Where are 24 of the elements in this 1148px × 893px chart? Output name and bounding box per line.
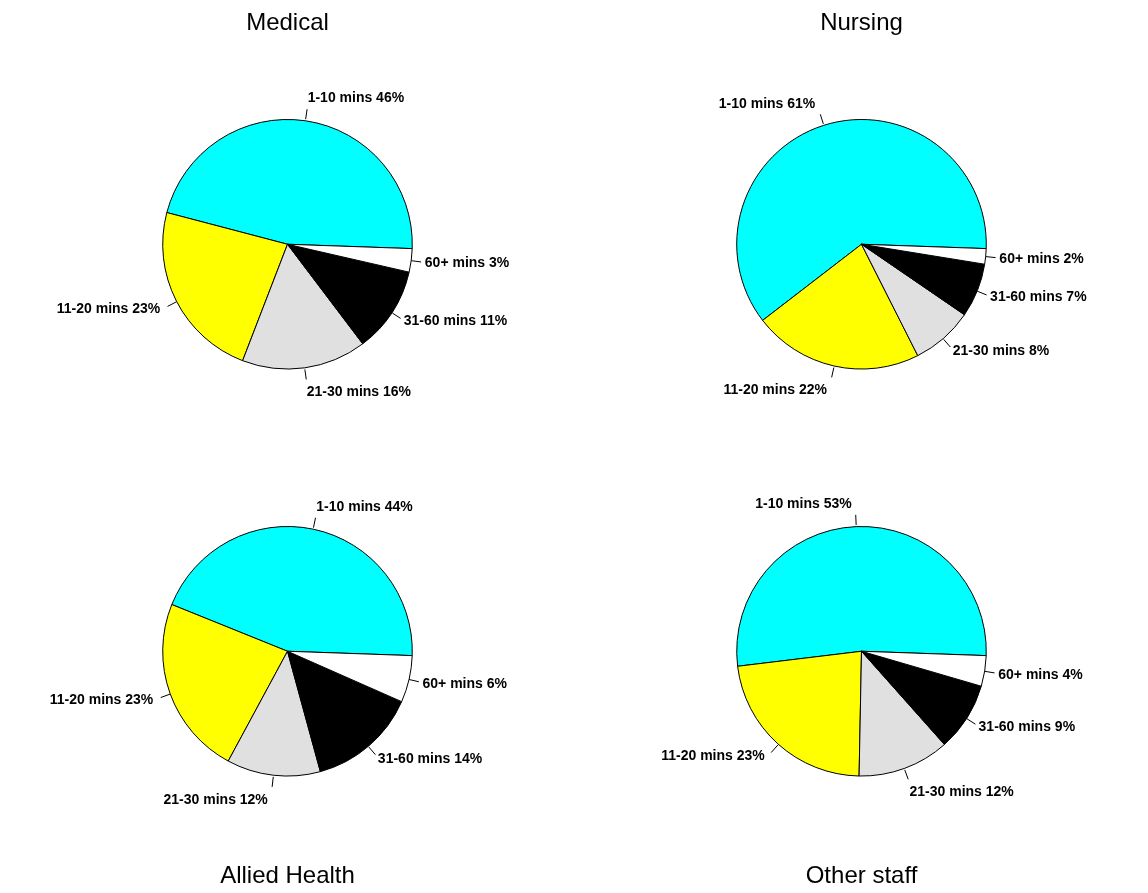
slice-label: 1-10 mins 44%	[316, 498, 414, 515]
chart-title: Medical	[246, 7, 329, 35]
slice-label: 31-60 mins 7%	[990, 288, 1088, 305]
slice-label: 21-30 mins 8%	[952, 341, 1050, 358]
slice-label: 60+ mins 2%	[999, 249, 1085, 266]
slice-label: 21-30 mins 12%	[163, 790, 269, 807]
slice-label: 31-60 mins 14%	[377, 749, 483, 766]
slice-label: 21-30 mins 12%	[909, 782, 1015, 799]
slice-label: 11-20 mins 23%	[56, 300, 161, 317]
slice-label: 1-10 mins 61%	[718, 94, 816, 111]
slice-label: 31-60 mins 11%	[403, 312, 508, 329]
chart-title: Nursing	[820, 7, 903, 35]
slice-label: 11-20 mins 23%	[49, 690, 154, 707]
slice-label: 1-10 mins 46%	[307, 89, 405, 106]
slice-label: 11-20 mins 23%	[661, 747, 766, 764]
text: Other staff	[805, 860, 918, 888]
slice-label: 11-20 mins 22%	[723, 381, 828, 398]
slice-label: 1-10 mins 53%	[755, 495, 853, 512]
slice-label: 21-30 mins 16%	[306, 383, 412, 400]
slice-label: 60+ mins 3%	[424, 254, 510, 271]
slice-label: 60+ mins 6%	[422, 674, 508, 691]
text: Allied Health	[220, 860, 355, 888]
slice-label: 60+ mins 4%	[998, 665, 1084, 682]
slice-label: 31-60 mins 9%	[978, 718, 1076, 735]
